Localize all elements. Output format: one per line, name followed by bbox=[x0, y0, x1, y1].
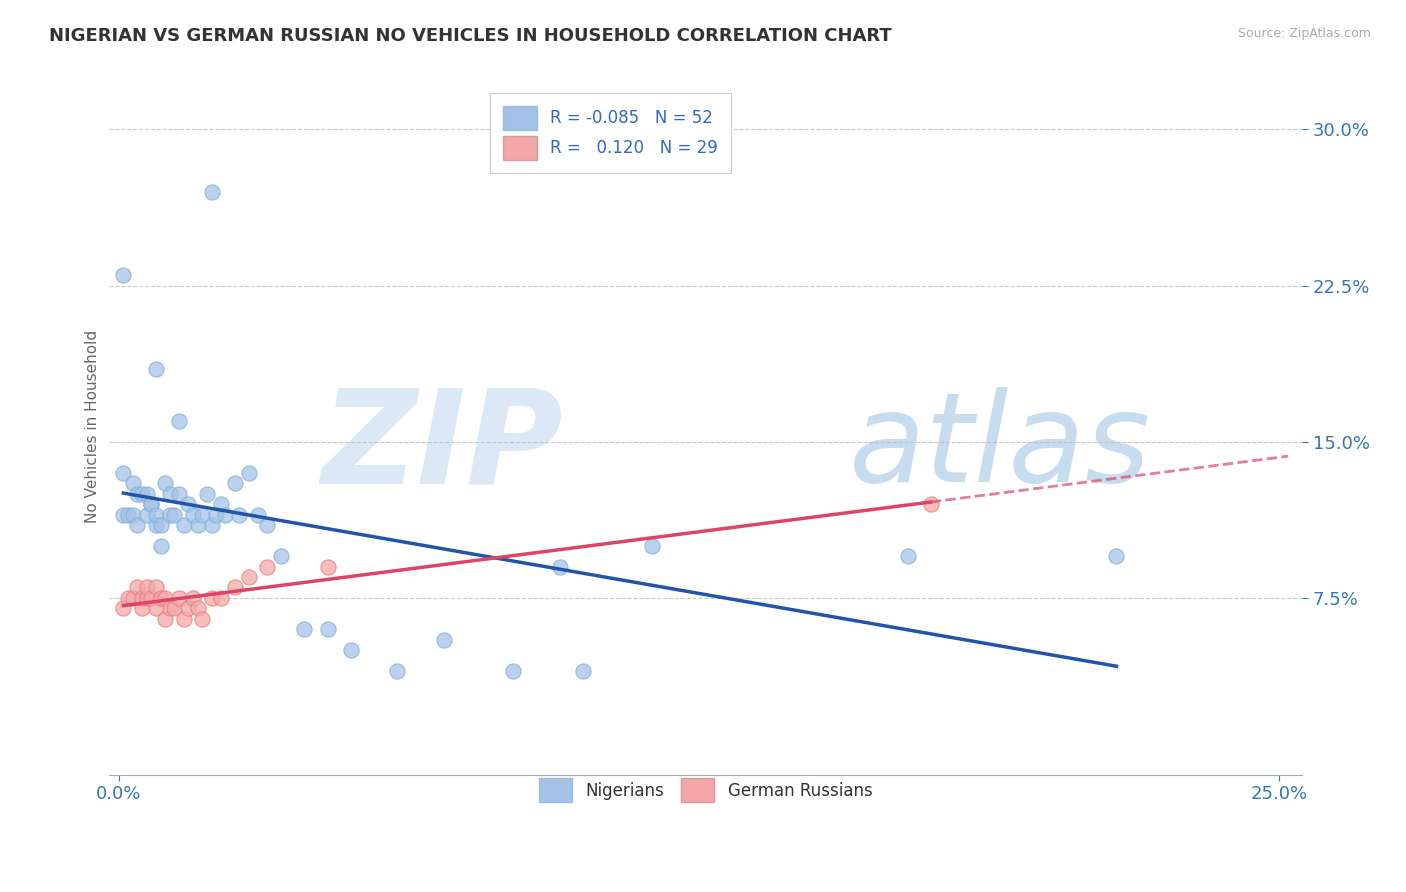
Point bbox=[131, 487, 153, 501]
Point bbox=[548, 559, 571, 574]
Point bbox=[187, 518, 209, 533]
Point bbox=[920, 497, 942, 511]
Point bbox=[153, 591, 176, 605]
Point bbox=[153, 476, 176, 491]
Point bbox=[159, 508, 181, 522]
Point bbox=[145, 518, 167, 533]
Point bbox=[153, 612, 176, 626]
Point bbox=[246, 508, 269, 522]
Point bbox=[117, 591, 139, 605]
Point bbox=[224, 581, 246, 595]
Point bbox=[224, 476, 246, 491]
Point bbox=[316, 559, 339, 574]
Point bbox=[159, 487, 181, 501]
Point bbox=[121, 508, 143, 522]
Text: NIGERIAN VS GERMAN RUSSIAN NO VEHICLES IN HOUSEHOLD CORRELATION CHART: NIGERIAN VS GERMAN RUSSIAN NO VEHICLES I… bbox=[49, 27, 891, 45]
Y-axis label: No Vehicles in Household: No Vehicles in Household bbox=[86, 329, 100, 523]
Point bbox=[135, 581, 157, 595]
Point bbox=[1105, 549, 1128, 564]
Point bbox=[200, 591, 222, 605]
Point bbox=[145, 508, 167, 522]
Point bbox=[572, 664, 595, 678]
Point bbox=[149, 518, 172, 533]
Point bbox=[200, 518, 222, 533]
Point bbox=[135, 508, 157, 522]
Point bbox=[135, 487, 157, 501]
Point bbox=[292, 622, 315, 636]
Point bbox=[159, 601, 181, 615]
Point bbox=[209, 497, 232, 511]
Point bbox=[173, 518, 195, 533]
Point bbox=[191, 508, 214, 522]
Point bbox=[112, 508, 135, 522]
Legend: Nigerians, German Russians: Nigerians, German Russians bbox=[526, 765, 886, 815]
Point bbox=[209, 591, 232, 605]
Point bbox=[256, 518, 278, 533]
Point bbox=[145, 362, 167, 376]
Point bbox=[256, 559, 278, 574]
Point bbox=[205, 508, 228, 522]
Point bbox=[228, 508, 250, 522]
Point bbox=[214, 508, 236, 522]
Point bbox=[385, 664, 408, 678]
Point bbox=[127, 581, 149, 595]
Text: Source: ZipAtlas.com: Source: ZipAtlas.com bbox=[1237, 27, 1371, 40]
Point bbox=[121, 476, 143, 491]
Point bbox=[177, 601, 200, 615]
Point bbox=[177, 497, 200, 511]
Point bbox=[127, 518, 149, 533]
Point bbox=[897, 549, 920, 564]
Point bbox=[167, 414, 190, 428]
Point bbox=[141, 591, 163, 605]
Point bbox=[641, 539, 664, 553]
Point bbox=[163, 601, 186, 615]
Point bbox=[131, 601, 153, 615]
Point bbox=[238, 570, 260, 584]
Point bbox=[141, 497, 163, 511]
Point bbox=[339, 643, 361, 657]
Point bbox=[181, 591, 204, 605]
Text: ZIP: ZIP bbox=[321, 384, 562, 510]
Point bbox=[181, 508, 204, 522]
Point bbox=[121, 591, 143, 605]
Point bbox=[145, 581, 167, 595]
Point bbox=[173, 612, 195, 626]
Point bbox=[433, 632, 456, 647]
Point bbox=[238, 466, 260, 480]
Point bbox=[149, 591, 172, 605]
Point bbox=[127, 487, 149, 501]
Point bbox=[502, 664, 524, 678]
Point bbox=[112, 466, 135, 480]
Point bbox=[200, 185, 222, 199]
Point bbox=[117, 508, 139, 522]
Point bbox=[187, 601, 209, 615]
Point bbox=[316, 622, 339, 636]
Point bbox=[270, 549, 292, 564]
Point bbox=[141, 497, 163, 511]
Point bbox=[163, 508, 186, 522]
Text: atlas: atlas bbox=[849, 386, 1152, 508]
Point bbox=[112, 601, 135, 615]
Point bbox=[131, 591, 153, 605]
Point bbox=[195, 487, 218, 501]
Point bbox=[167, 591, 190, 605]
Point bbox=[167, 487, 190, 501]
Point bbox=[112, 268, 135, 283]
Point bbox=[191, 612, 214, 626]
Point bbox=[145, 601, 167, 615]
Point bbox=[135, 591, 157, 605]
Point bbox=[149, 539, 172, 553]
